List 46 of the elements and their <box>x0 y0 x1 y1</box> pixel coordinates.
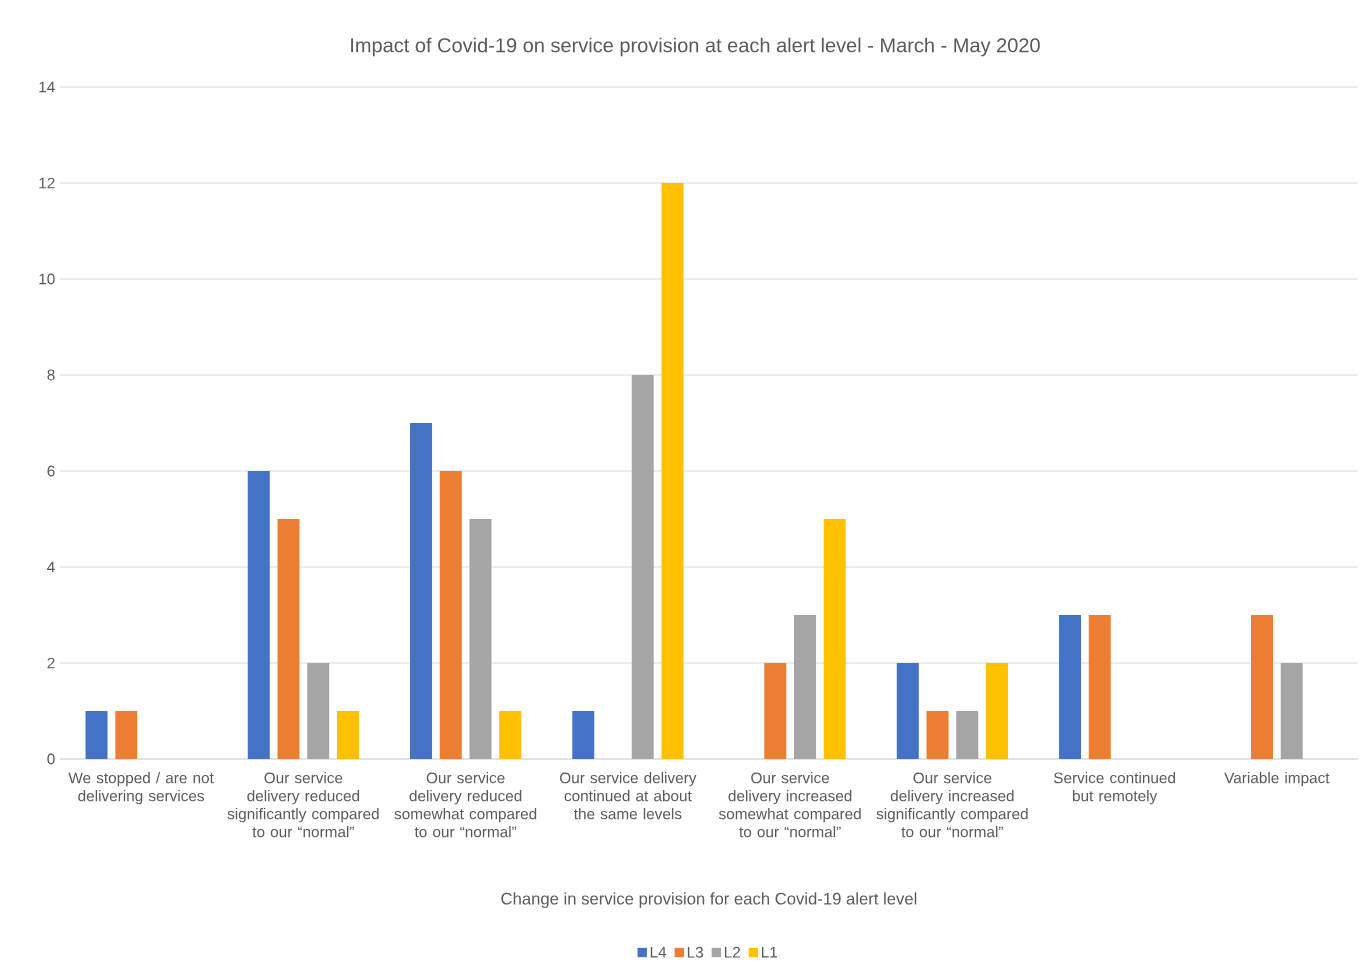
y-tick-label: 4 <box>47 561 55 573</box>
bar <box>926 710 949 759</box>
bar <box>823 518 846 759</box>
bar <box>1251 614 1274 759</box>
bar <box>793 614 816 759</box>
bar <box>661 182 684 759</box>
x-tick-label: Our service delivery increased somewhat compared to our “normal” <box>718 772 861 838</box>
bar <box>631 374 654 759</box>
y-tick-label: 14 <box>39 81 55 93</box>
legend-label: L1 <box>761 946 778 958</box>
bar <box>307 662 330 759</box>
bar <box>115 710 138 759</box>
bar <box>956 710 979 759</box>
bar <box>277 518 300 759</box>
bar <box>1088 614 1111 759</box>
bar <box>572 710 595 759</box>
bar <box>439 470 462 759</box>
bar <box>1280 662 1303 759</box>
bar <box>336 710 359 759</box>
y-tick-label: 6 <box>47 465 55 477</box>
x-tick-label: Service continued but remotely <box>1053 772 1175 805</box>
bar <box>410 422 433 759</box>
y-tick-label: 10 <box>39 273 55 285</box>
y-tick-label: 8 <box>47 369 55 381</box>
bar <box>985 662 1008 759</box>
legend-label: L2 <box>724 946 740 958</box>
x-tick-label: Our service delivery reduced significantly compared to our “normal” <box>227 772 379 838</box>
y-tick-label: 0 <box>47 753 55 765</box>
bar <box>85 710 108 759</box>
y-tick-label: 2 <box>47 657 55 669</box>
bar <box>247 470 270 759</box>
x-tick-label: We stopped / are not delivering services <box>68 772 214 805</box>
bar <box>1059 614 1082 759</box>
legend-label: L4 <box>650 946 667 958</box>
chart-title: Impact of Covid-19 on service provision at each alert level - March - May 2020 <box>351 37 1040 57</box>
x-axis-title: Change in service provision for each Covid-19 alert level <box>501 892 917 908</box>
x-tick-label: Our service delivery reduced somewhat compared to our “normal” <box>394 772 537 838</box>
bar <box>896 662 919 759</box>
x-tick-label: Our service delivery continued at about the same levels <box>560 772 697 820</box>
bar <box>764 662 787 759</box>
bar <box>469 518 492 759</box>
legend-label: L3 <box>687 946 703 958</box>
bar <box>499 710 522 759</box>
x-tick-label: Variable impact <box>1224 772 1330 787</box>
y-tick-label: 12 <box>39 177 55 189</box>
x-tick-label: Our service delivery increased significantly compared to our “normal” <box>876 772 1028 838</box>
